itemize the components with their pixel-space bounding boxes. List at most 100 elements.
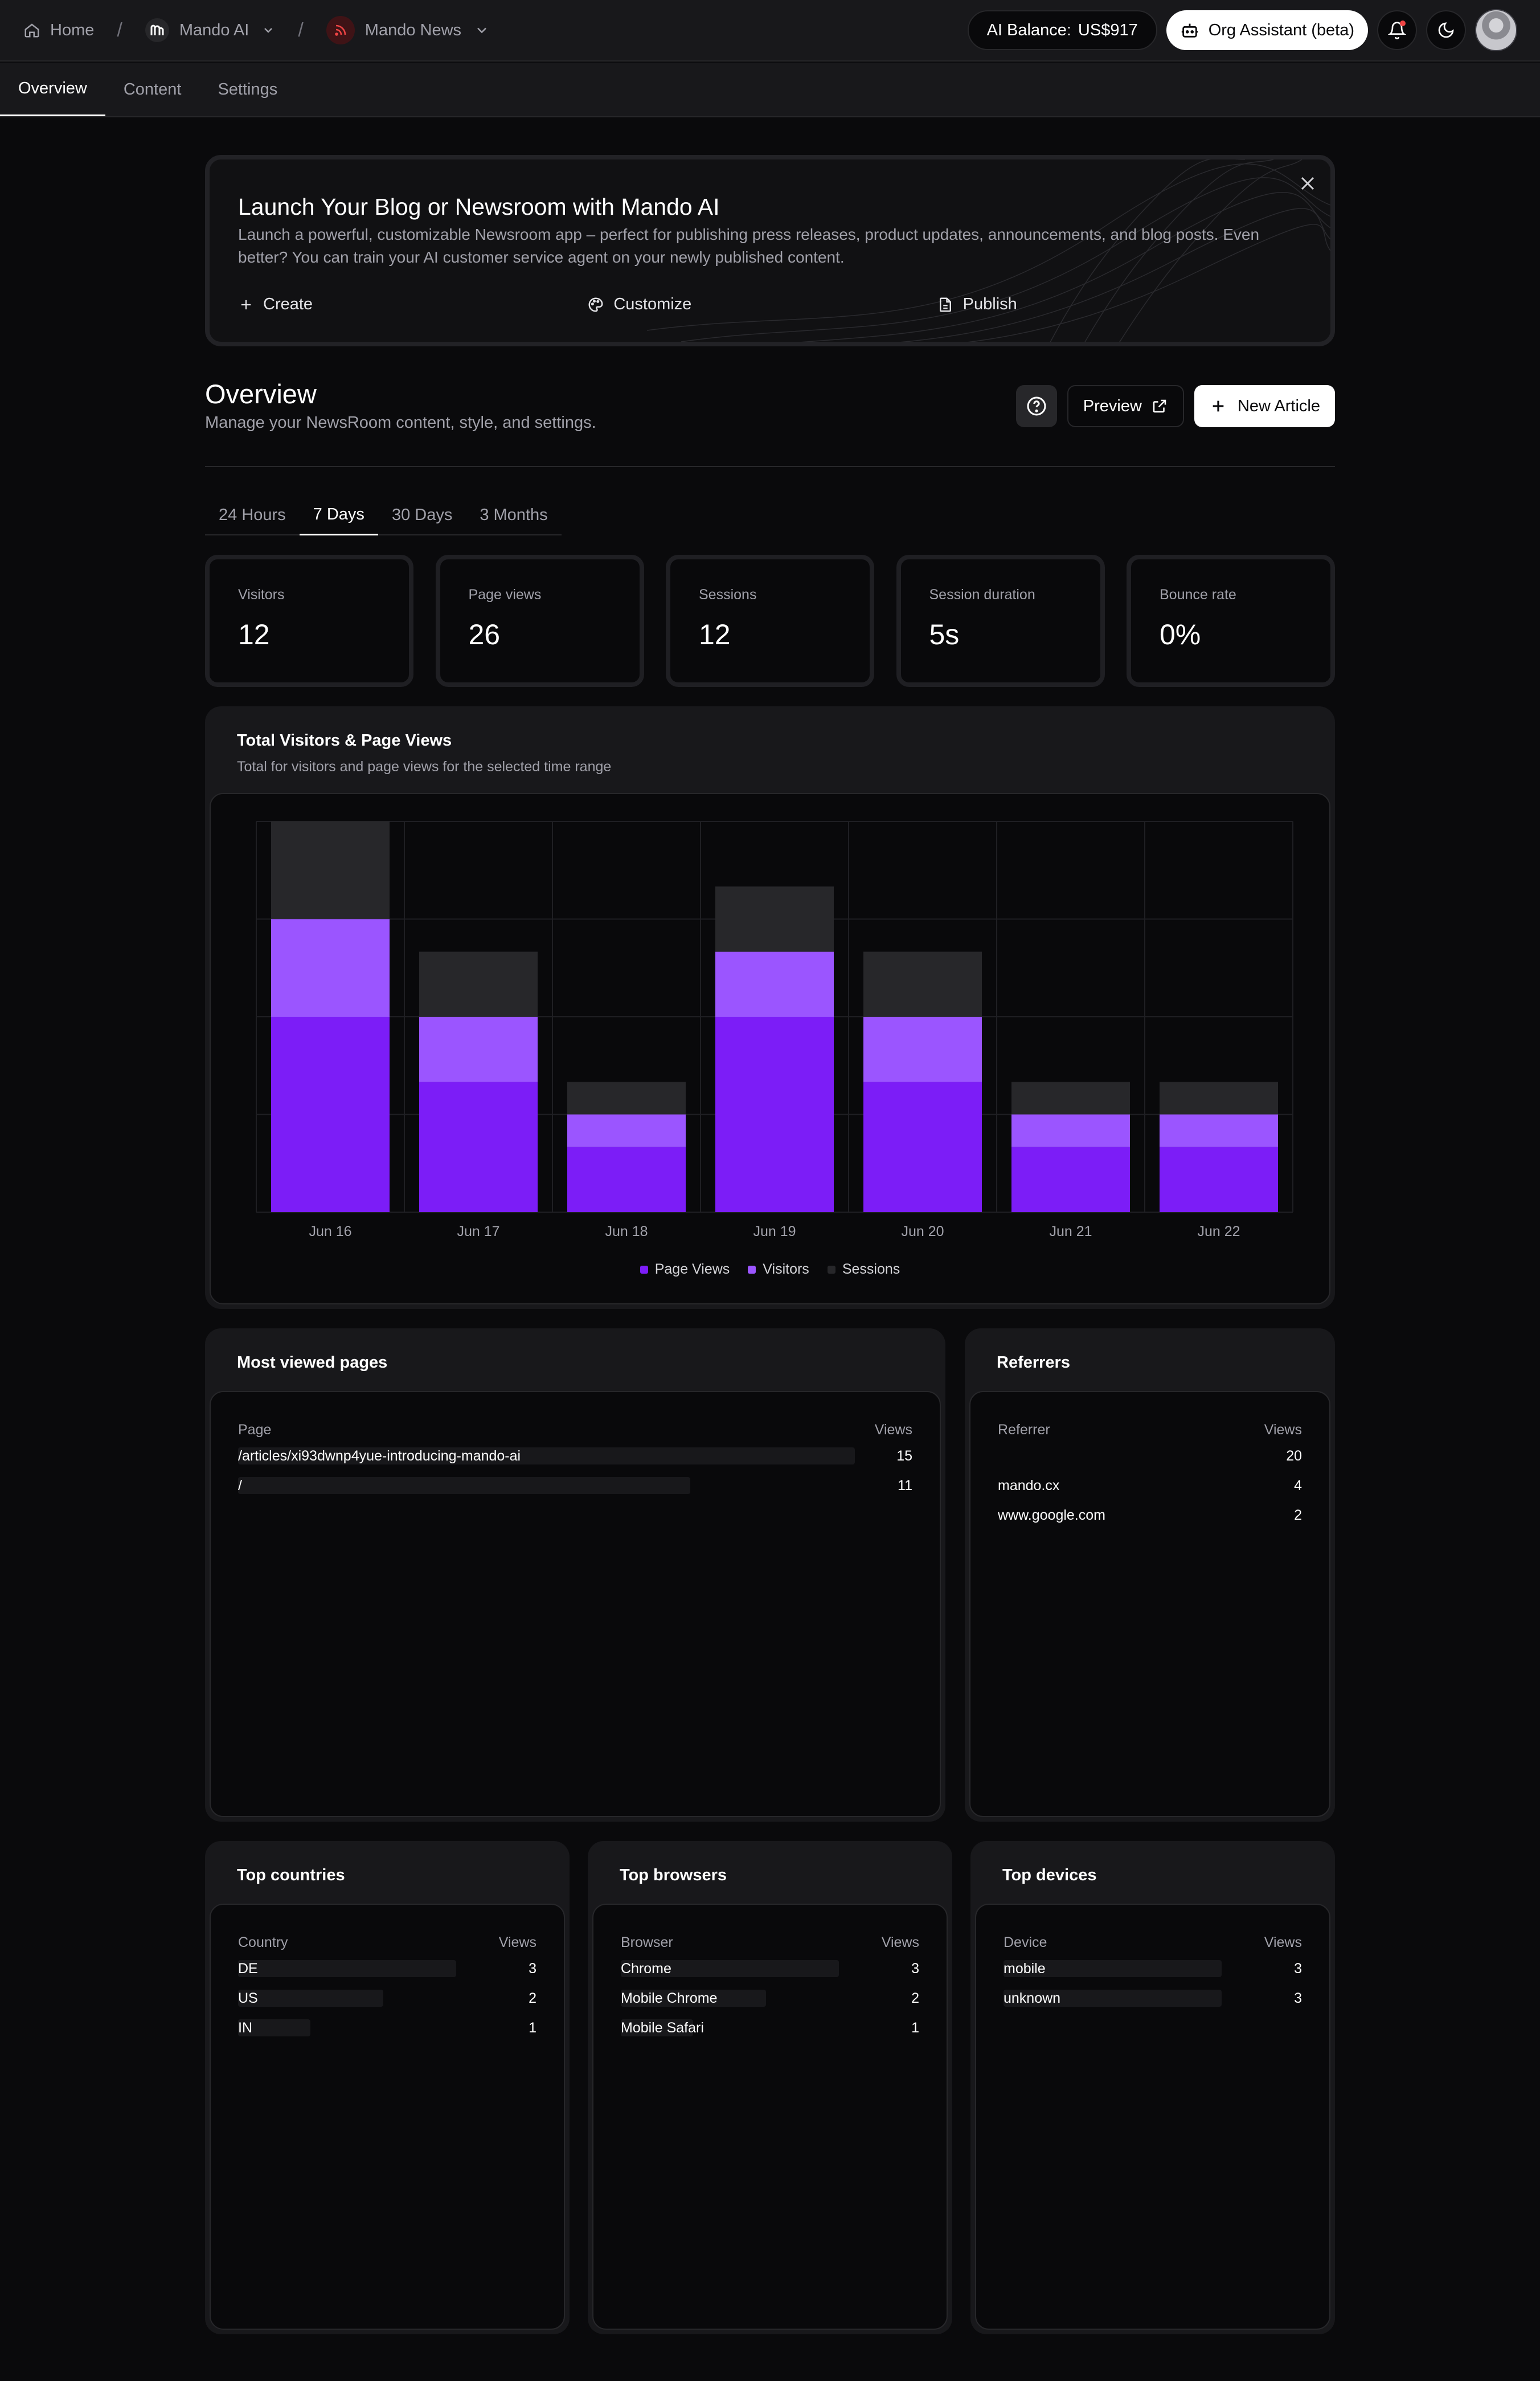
- app-tabs: Overview Content Settings: [0, 63, 1540, 117]
- bar-page-views[interactable]: [1160, 1147, 1278, 1212]
- chart-panel: Jun 16 Jun 17 Jun 18 Jun 19 Jun 20 Jun 21 Jun …: [210, 793, 1330, 1304]
- bar-sessions[interactable]: [567, 1082, 686, 1115]
- table-row[interactable]: DE 3: [238, 1954, 536, 1983]
- row-value: 3: [911, 1960, 919, 1977]
- range-24-hours[interactable]: 24 Hours: [219, 505, 286, 524]
- column-header: Views: [881, 1934, 919, 1950]
- column-header: Browser: [621, 1934, 673, 1950]
- publish-action-label: Publish: [962, 295, 1017, 313]
- breadcrumb-app[interactable]: Mando News: [326, 16, 490, 44]
- x-tick-label: Jun 16: [309, 1224, 351, 1239]
- x-tick-label: Jun 19: [753, 1224, 796, 1239]
- breadcrumb-workspace[interactable]: Mando AI: [145, 18, 276, 42]
- breadcrumb-home[interactable]: Home: [23, 21, 94, 40]
- table-row[interactable]: mobile 3: [1004, 1954, 1302, 1983]
- stat-label: Page views: [468, 587, 542, 603]
- bar-sessions[interactable]: [863, 951, 982, 1017]
- tab-settings[interactable]: Settings: [218, 80, 278, 99]
- bar-sessions[interactable]: [715, 886, 834, 952]
- bar-visitors[interactable]: [1160, 1114, 1278, 1147]
- user-avatar[interactable]: [1475, 9, 1517, 51]
- publish-action[interactable]: Publish: [937, 295, 1286, 314]
- row-share-bar: [621, 1990, 767, 2007]
- bar-sessions[interactable]: [1011, 1082, 1130, 1115]
- chart-subtitle: Total for visitors and page views for th…: [237, 759, 612, 775]
- chevron-down-icon[interactable]: [261, 23, 275, 37]
- rss-icon: [326, 16, 355, 44]
- table-row[interactable]: mando.cx 4: [998, 1471, 1302, 1500]
- org-assistant-label: Org Assistant (beta): [1208, 21, 1354, 39]
- tab-overview[interactable]: Overview: [0, 63, 105, 116]
- table-header: Country Views: [238, 1934, 536, 1954]
- table-header: Browser Views: [621, 1934, 919, 1954]
- range-3-months[interactable]: 3 Months: [480, 505, 548, 524]
- row-label: www.google.com: [998, 1507, 1105, 1523]
- bar-page-views[interactable]: [567, 1147, 686, 1212]
- stat-value: 12: [699, 619, 731, 651]
- tab-content[interactable]: Content: [123, 80, 182, 99]
- bar-visitors[interactable]: [419, 1017, 538, 1082]
- column-header: Views: [1264, 1934, 1302, 1950]
- top-bar: Home / Mando AI / Mando News AI Balance:…: [0, 0, 1540, 62]
- table-row[interactable]: www.google.com 2: [998, 1500, 1302, 1530]
- new-article-button[interactable]: New Article: [1194, 385, 1335, 427]
- devices-title: Top devices: [1002, 1866, 1097, 1884]
- table-row[interactable]: unknown 3: [1004, 1983, 1302, 2013]
- bar-page-views[interactable]: [1011, 1147, 1130, 1212]
- bot-icon: [1181, 23, 1198, 38]
- table-row[interactable]: Chrome 3: [621, 1954, 919, 1983]
- devices-panel: Device Views mobile 3 unknown 3: [975, 1904, 1330, 2330]
- row-share-bar: [1004, 1990, 1222, 2007]
- bar-visitors[interactable]: [567, 1114, 686, 1147]
- bar-sessions[interactable]: [271, 821, 390, 919]
- referrers-panel: Referrer Views 20 mando.cx 4 www.google.com 2: [969, 1391, 1330, 1817]
- table-row[interactable]: US 2: [238, 1983, 536, 2013]
- create-action[interactable]: Create: [238, 295, 587, 314]
- preview-button[interactable]: Preview: [1067, 385, 1184, 427]
- column-header: Page: [238, 1422, 272, 1438]
- preview-label: Preview: [1083, 396, 1142, 415]
- stat-value: 0%: [1160, 619, 1201, 651]
- table-row[interactable]: 20: [998, 1441, 1302, 1471]
- customize-action[interactable]: Customize: [587, 295, 936, 314]
- bar-visitors[interactable]: [715, 951, 834, 1017]
- range-7-days[interactable]: 7 Days: [299, 496, 378, 535]
- banner-text: Launch a powerful, customizable Newsroom…: [238, 226, 1260, 266]
- create-action-label: Create: [263, 295, 313, 313]
- table-row[interactable]: Mobile Chrome 2: [621, 1983, 919, 2013]
- notifications-button[interactable]: [1377, 10, 1417, 50]
- bar-page-views[interactable]: [715, 1017, 834, 1212]
- chevron-down-icon[interactable]: [474, 22, 490, 38]
- row-label: DE: [238, 1960, 258, 1977]
- org-assistant-button[interactable]: Org Assistant (beta): [1166, 10, 1368, 50]
- theme-toggle-button[interactable]: [1426, 10, 1466, 50]
- ai-balance-pill[interactable]: AI Balance: US$917: [967, 10, 1157, 50]
- bar-page-views[interactable]: [419, 1082, 538, 1212]
- legend-item-sessions: Sessions: [827, 1261, 900, 1278]
- row-label: mando.cx: [998, 1477, 1060, 1494]
- bar-sessions[interactable]: [419, 951, 538, 1017]
- close-banner-button[interactable]: [1296, 172, 1319, 198]
- x-tick-label: Jun 22: [1197, 1224, 1240, 1239]
- stat-bounce-rate: Bounce rate 0%: [1127, 555, 1335, 687]
- range-30-days[interactable]: 30 Days: [391, 505, 453, 524]
- table-row[interactable]: Mobile Safari 1: [621, 2013, 919, 2043]
- help-button[interactable]: [1015, 385, 1057, 427]
- bar-page-views[interactable]: [271, 1017, 390, 1212]
- row-value: 3: [1294, 1990, 1302, 2006]
- bar-visitors[interactable]: [271, 919, 390, 1017]
- row-value: 1: [529, 2019, 536, 2036]
- row-share-bar: [238, 1960, 456, 1977]
- bar-visitors[interactable]: [863, 1017, 982, 1082]
- table-row[interactable]: / 11: [238, 1471, 912, 1500]
- table-row[interactable]: IN 1: [238, 2013, 536, 2043]
- bar-visitors[interactable]: [1011, 1114, 1130, 1147]
- stat-sessions: Sessions 12: [666, 555, 874, 687]
- most-viewed-title: Most viewed pages: [237, 1353, 388, 1372]
- stat-value: 12: [238, 619, 270, 651]
- bar-sessions[interactable]: [1160, 1082, 1278, 1115]
- devices-table: Device Views mobile 3 unknown 3: [1004, 1934, 1302, 2013]
- notification-dot: [1400, 21, 1406, 26]
- table-row[interactable]: /articles/xi93dwnp4yue-introducing-mando…: [238, 1441, 912, 1471]
- bar-page-views[interactable]: [863, 1082, 982, 1212]
